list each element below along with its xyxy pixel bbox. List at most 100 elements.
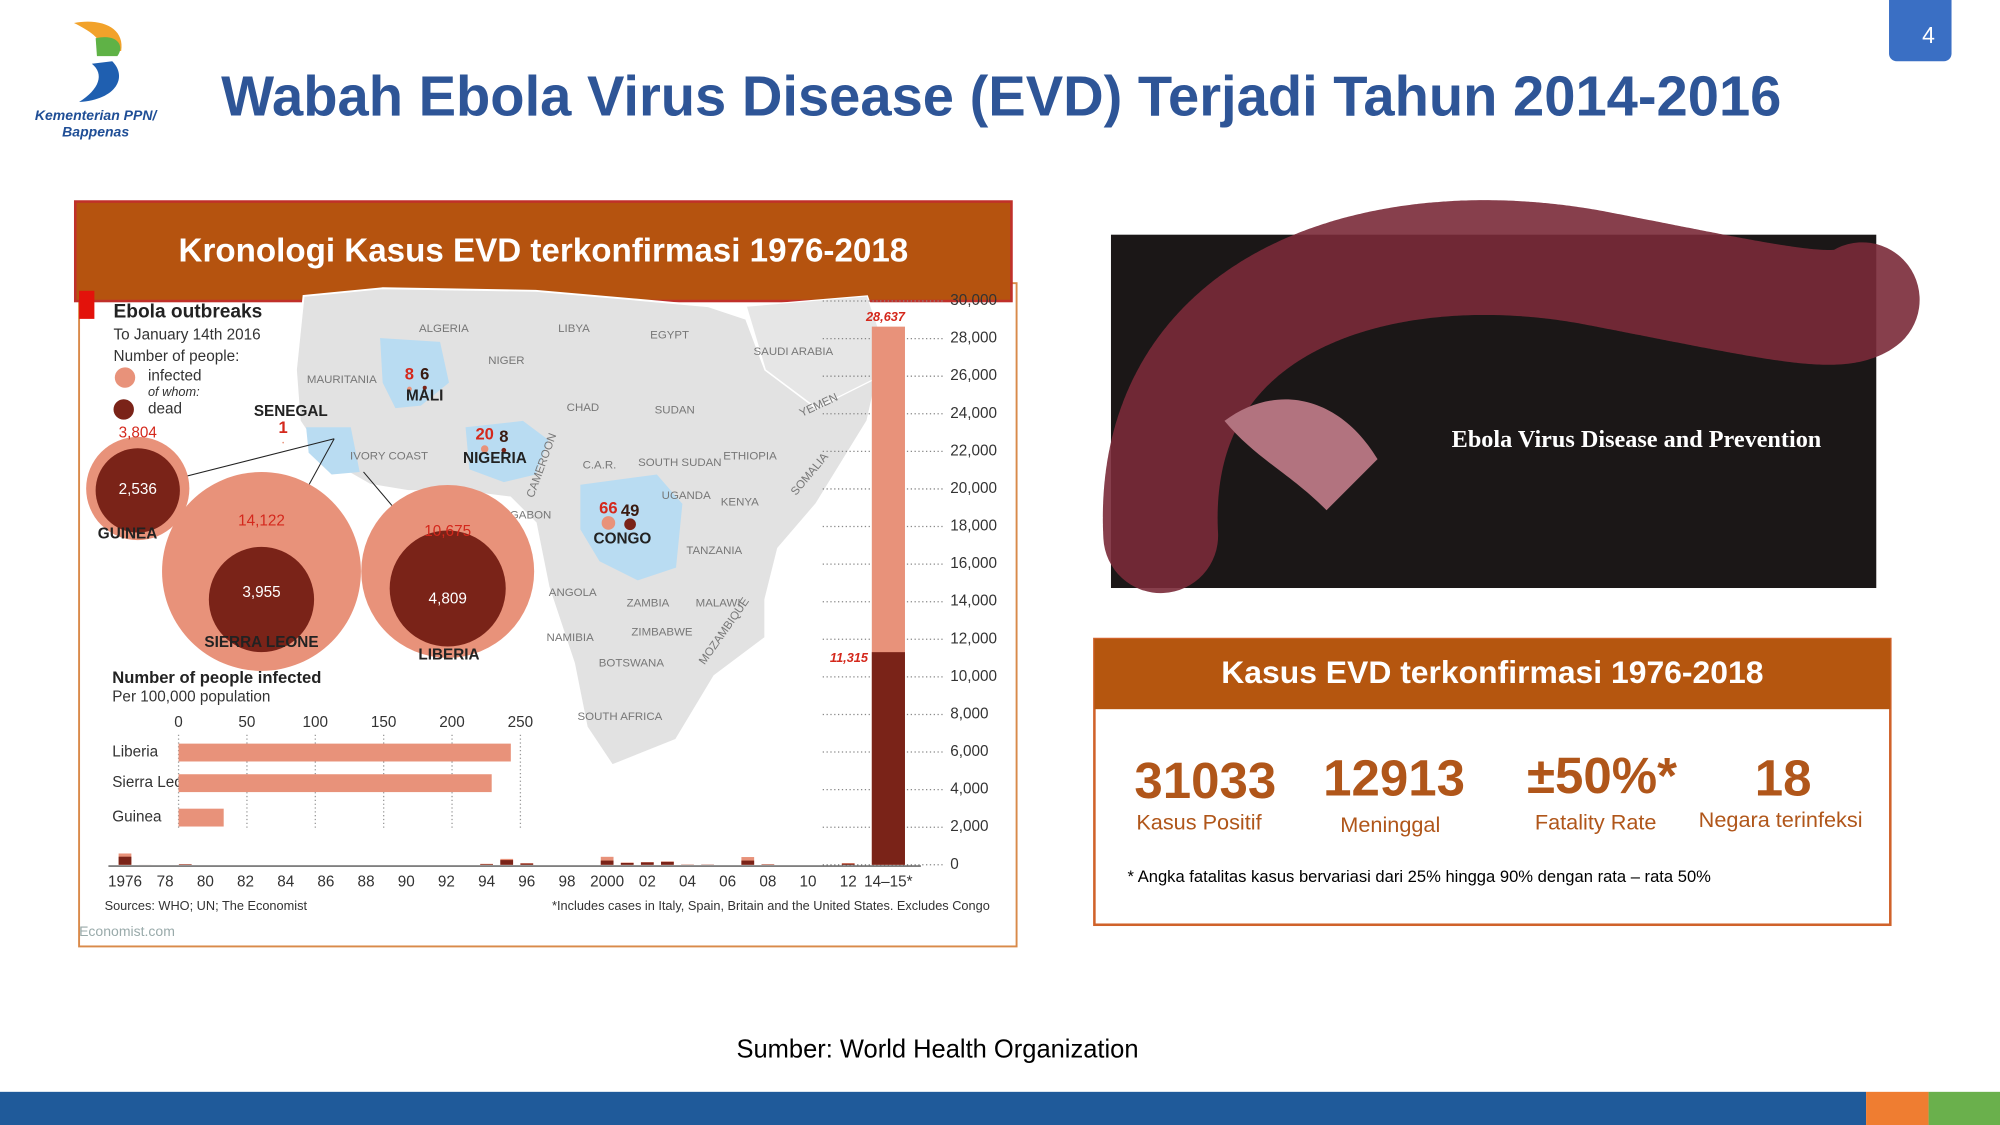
sources: Sources: WHO; UN; The Economist: [105, 898, 308, 913]
x-tick-label: 84: [277, 874, 295, 891]
map-label: CHAD: [567, 402, 600, 414]
x-tick-label: 04: [679, 874, 697, 891]
value-label: 28,637: [865, 309, 906, 324]
y-tick-label: 14,000: [950, 593, 997, 610]
y-tick-label: 6,000: [950, 743, 988, 760]
category-label: Guinea: [112, 809, 162, 826]
legend-swatch: [114, 367, 136, 388]
footer-bar: [1928, 1091, 2000, 1125]
stat-label: Fatality Rate: [1535, 810, 1657, 835]
country-label: CONGO: [594, 531, 652, 548]
panel-heading: Kronologi Kasus EVD terkonfirmasi 1976-2…: [179, 232, 909, 269]
x-tick-label: 0: [174, 714, 183, 731]
x-tick-label: 10: [800, 874, 817, 891]
map-label: IVORY COAST: [350, 451, 428, 463]
dead-label: 3,955: [242, 584, 280, 601]
category-label: Sierra Leone: [112, 774, 200, 791]
bar: [480, 864, 493, 865]
x-tick-label: 02: [639, 874, 656, 891]
bar: [118, 856, 132, 865]
stat-value: 31033: [1134, 752, 1276, 809]
x-tick-label: 80: [197, 874, 214, 891]
y-tick-label: 22,000: [950, 442, 997, 459]
legend-swatch: [113, 399, 134, 420]
x-tick-label: 150: [371, 714, 397, 731]
x-tick-label: 98: [558, 874, 575, 891]
country-label: SENEGAL: [254, 403, 328, 420]
logo-text: Kementerian PPN/: [35, 107, 159, 123]
stat-value: 12913: [1323, 749, 1465, 806]
dead-label: 4,809: [429, 591, 467, 608]
x-tick-label: 92: [438, 874, 455, 891]
x-tick-label: 100: [303, 714, 329, 731]
map-label: SUDAN: [655, 405, 695, 417]
image-caption: Ebola Virus Disease and Prevention: [1452, 426, 1822, 453]
map-label: EGYPT: [650, 329, 689, 341]
stat-label: Kasus Positif: [1136, 810, 1262, 835]
x-tick-label: 06: [719, 874, 736, 891]
bubble-dead: [208, 546, 315, 653]
bubble-infected: [407, 386, 412, 392]
map-label: MALAWI: [696, 597, 741, 609]
map-label: MAURITANIA: [307, 374, 377, 386]
map-label: NIGER: [488, 355, 524, 367]
map-label: SOUTH SUDAN: [638, 457, 721, 469]
bubble-dead: [501, 447, 507, 453]
map-label: BOTSWANA: [599, 657, 665, 669]
x-tick-label: 14–15*: [864, 874, 913, 891]
x-tick-label: 90: [398, 874, 415, 891]
bar: [600, 860, 614, 865]
chart-title: Number of people infected: [112, 668, 321, 687]
y-tick-label: 20,000: [950, 480, 997, 497]
y-tick-label: 2,000: [950, 818, 988, 835]
bar: [620, 862, 634, 865]
x-tick-label: 88: [358, 874, 375, 891]
map-label: KENYA: [721, 497, 759, 509]
logo-mark: [79, 61, 120, 103]
y-tick-label: 24,000: [950, 405, 997, 422]
x-tick-label: 1976: [108, 874, 142, 891]
logo-text: Bappenas: [62, 123, 129, 139]
bubble-dead: [422, 385, 427, 390]
highlight-country: [465, 420, 549, 483]
stat-value: ±50%*: [1527, 747, 1677, 804]
bar: [178, 808, 224, 827]
legend-label: dead: [148, 400, 182, 417]
value-label: 11,315: [830, 650, 869, 665]
bar: [500, 860, 514, 865]
page-number-box: [1889, 0, 1952, 62]
stat-label: Negara terinfeksi: [1699, 807, 1863, 832]
footer-bar: [1866, 1091, 1929, 1125]
arabia-shape: [745, 295, 894, 409]
y-tick-label: 10,000: [950, 668, 997, 685]
country-label: NIGERIA: [463, 450, 527, 467]
map-label: SOUTH AFRICA: [578, 711, 663, 723]
y-tick-label: 8,000: [950, 706, 988, 723]
dead-label: 49: [621, 501, 639, 520]
country-label: GUINEA: [98, 525, 158, 542]
bar: [520, 863, 534, 865]
bar: [178, 743, 511, 762]
map-label: C.A.R.: [583, 460, 617, 472]
stats-heading: Kasus EVD terkonfirmasi 1976-2018: [1221, 654, 1763, 690]
x-tick-label: 08: [759, 874, 776, 891]
category-label: Liberia: [112, 744, 158, 761]
x-tick-label: 96: [518, 874, 535, 891]
x-tick-label: 2000: [590, 874, 624, 891]
bubble-infected: [601, 516, 616, 530]
legend-title: Number of people:: [114, 348, 240, 365]
x-tick-label: 200: [439, 714, 465, 731]
map-label: ZIMBABWE: [631, 627, 693, 639]
bubble-dead: [95, 448, 180, 533]
page-number: 4: [1922, 22, 1935, 48]
x-tick-label: 12: [840, 874, 857, 891]
bar: [741, 860, 755, 865]
stat-value: 18: [1755, 749, 1812, 806]
footer-bar: [0, 1091, 1867, 1125]
infected-label: 10,675: [424, 523, 471, 540]
y-tick-label: 12,000: [950, 630, 997, 647]
dead-label: 6: [420, 364, 429, 383]
highlight-country: [306, 427, 360, 475]
map-label: UGANDA: [662, 490, 711, 502]
